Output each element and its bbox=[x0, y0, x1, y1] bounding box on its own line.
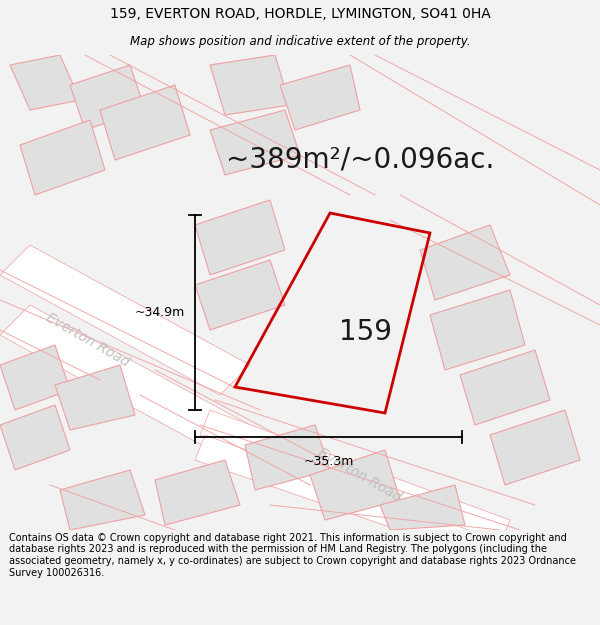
Text: Everton Road: Everton Road bbox=[316, 446, 404, 504]
Polygon shape bbox=[310, 450, 400, 520]
Text: ~35.3m: ~35.3m bbox=[304, 455, 353, 468]
Polygon shape bbox=[195, 200, 285, 275]
Polygon shape bbox=[380, 485, 465, 530]
Text: ~389m²/~0.096ac.: ~389m²/~0.096ac. bbox=[226, 146, 494, 174]
Polygon shape bbox=[245, 425, 330, 490]
Polygon shape bbox=[195, 435, 510, 565]
Polygon shape bbox=[420, 225, 510, 300]
Polygon shape bbox=[60, 470, 145, 530]
Polygon shape bbox=[0, 345, 70, 410]
Polygon shape bbox=[460, 350, 550, 425]
Polygon shape bbox=[55, 365, 135, 430]
Text: Everton Road: Everton Road bbox=[44, 311, 132, 369]
Text: ~34.9m: ~34.9m bbox=[135, 306, 185, 319]
Polygon shape bbox=[280, 65, 360, 130]
Polygon shape bbox=[100, 85, 190, 160]
Text: Contains OS data © Crown copyright and database right 2021. This information is : Contains OS data © Crown copyright and d… bbox=[9, 533, 576, 578]
Polygon shape bbox=[70, 65, 145, 130]
Text: Map shows position and indicative extent of the property.: Map shows position and indicative extent… bbox=[130, 35, 470, 48]
Polygon shape bbox=[195, 260, 285, 330]
Polygon shape bbox=[200, 410, 510, 545]
Polygon shape bbox=[210, 55, 290, 115]
Polygon shape bbox=[0, 245, 250, 395]
Polygon shape bbox=[490, 410, 580, 485]
Polygon shape bbox=[0, 305, 250, 455]
Text: 159: 159 bbox=[338, 318, 392, 346]
Polygon shape bbox=[0, 405, 70, 470]
Text: 159, EVERTON ROAD, HORDLE, LYMINGTON, SO41 0HA: 159, EVERTON ROAD, HORDLE, LYMINGTON, SO… bbox=[110, 7, 490, 21]
Polygon shape bbox=[10, 55, 80, 110]
Polygon shape bbox=[155, 460, 240, 525]
Polygon shape bbox=[210, 110, 300, 175]
Polygon shape bbox=[430, 290, 525, 370]
Polygon shape bbox=[20, 120, 105, 195]
